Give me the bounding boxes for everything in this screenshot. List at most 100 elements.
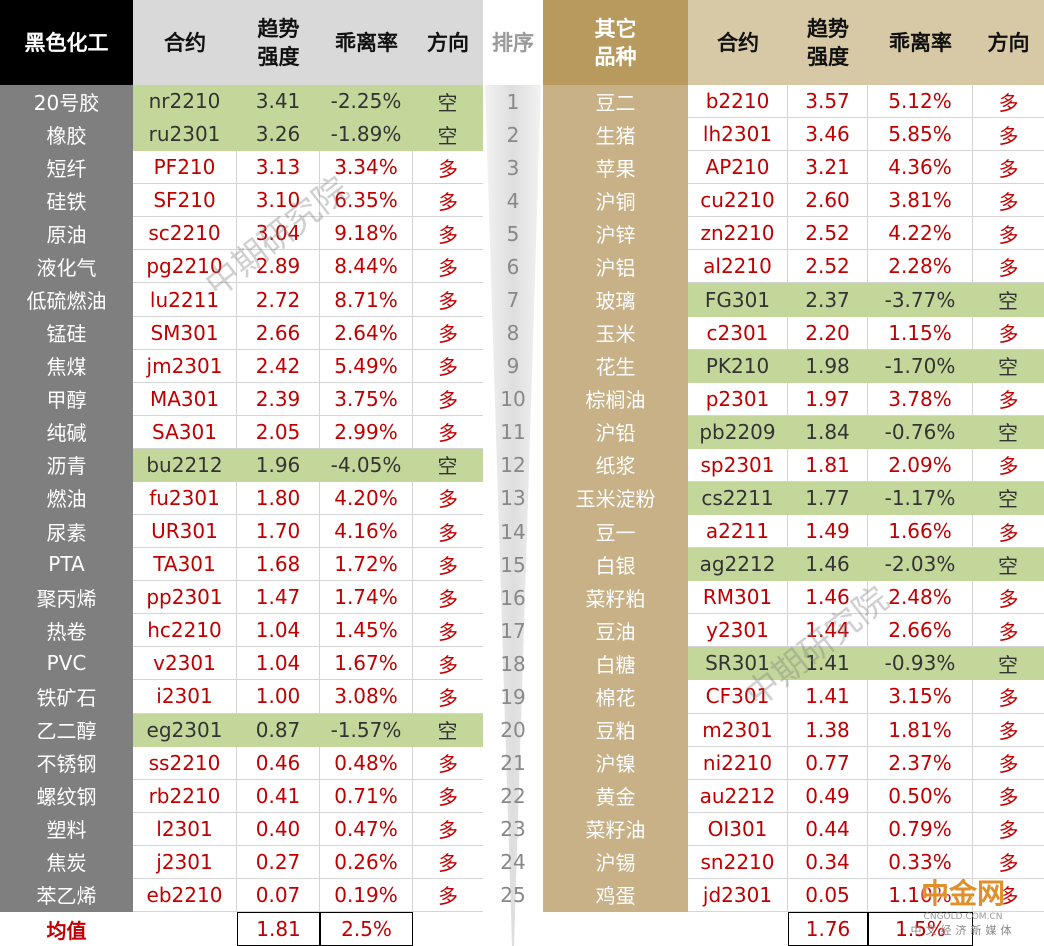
rank: 4	[506, 188, 520, 213]
trend-strength: 3.41	[237, 85, 320, 119]
contract: CF301	[688, 680, 788, 714]
variety: 液化气	[0, 250, 133, 284]
contract: ni2210	[688, 746, 788, 780]
contract: eg2301	[133, 713, 237, 747]
deviation: 2.37%	[868, 746, 973, 780]
trend-strength: 2.60	[788, 184, 868, 218]
deviation: 3.81%	[868, 184, 973, 218]
variety: 沥青	[0, 448, 133, 482]
deviation: 3.78%	[868, 382, 973, 416]
trend-strength: 3.46	[788, 118, 868, 152]
contract: eb2210	[133, 878, 237, 912]
direction: 多	[413, 250, 483, 284]
deviation: 2.28%	[868, 250, 973, 284]
rank: 3	[506, 155, 520, 180]
rank: 1	[506, 89, 520, 114]
variety: 花生	[543, 349, 688, 383]
variety: 短纤	[0, 151, 133, 185]
rank: 9	[506, 354, 520, 379]
contract: pb2209	[688, 415, 788, 449]
deviation: 2.66%	[868, 614, 973, 648]
contract: b2210	[688, 85, 788, 119]
trend-strength: 1.49	[788, 515, 868, 549]
deviation: 6.35%	[320, 184, 413, 218]
trend-strength: 3.26	[237, 118, 320, 152]
deviation: -0.93%	[868, 647, 973, 681]
trend-strength: 1.98	[788, 349, 868, 383]
deviation: 5.12%	[868, 85, 973, 119]
deviation: 9.18%	[320, 217, 413, 251]
rank: 6	[506, 254, 520, 279]
trend-strength: 3.13	[237, 151, 320, 185]
deviation: 3.08%	[320, 680, 413, 714]
trend-strength: 1.44	[788, 614, 868, 648]
variety: PVC	[0, 647, 133, 681]
deviation: 0.79%	[868, 812, 973, 846]
deviation: 0.26%	[320, 845, 413, 879]
contract: y2301	[688, 614, 788, 648]
contract: sc2210	[133, 217, 237, 251]
variety: 沪铝	[543, 250, 688, 284]
trend-strength: 0.40	[237, 812, 320, 846]
direction: 多	[973, 846, 1044, 879]
direction: 多	[413, 184, 483, 218]
rank: 21	[500, 751, 526, 776]
variety: 白银	[543, 548, 688, 582]
trend-strength: 2.52	[788, 217, 868, 251]
direction: 空	[413, 448, 483, 482]
trend-strength: 0.27	[237, 845, 320, 879]
contract: j2301	[133, 845, 237, 879]
direction: 多	[973, 151, 1044, 185]
logo-url: CNGOLD.COM.CN	[923, 912, 1003, 922]
deviation: -2.03%	[868, 548, 973, 582]
variety: 纸浆	[543, 448, 688, 482]
direction: 多	[973, 250, 1044, 284]
variety: 沪锡	[543, 845, 688, 879]
variety: 纯碱	[0, 415, 133, 449]
deviation: 0.50%	[868, 779, 973, 813]
contract: MA301	[133, 382, 237, 416]
rank: 5	[506, 221, 520, 246]
deviation: -1.89%	[320, 118, 413, 152]
deviation: -2.25%	[320, 85, 413, 119]
contract: au2212	[688, 779, 788, 813]
variety: 硅铁	[0, 184, 133, 218]
contract: a2211	[688, 515, 788, 549]
direction: 多	[973, 614, 1044, 648]
direction: 多	[413, 747, 483, 780]
deviation: 1.74%	[320, 581, 413, 615]
contract: hc2210	[133, 614, 237, 648]
direction: 多	[413, 317, 483, 350]
header-cell: 黑色化工	[0, 0, 133, 85]
direction: 多	[973, 317, 1044, 350]
variety: PTA	[0, 548, 133, 582]
trend-strength: 1.41	[788, 680, 868, 714]
variety: 燃油	[0, 481, 133, 516]
contract: m2301	[688, 713, 788, 747]
deviation: 8.44%	[320, 250, 413, 284]
trend-strength: 1.77	[788, 481, 868, 516]
trend-strength: 0.49	[788, 779, 868, 813]
mean-label: 均值	[46, 918, 87, 943]
direction: 空	[973, 283, 1044, 317]
contract: p2301	[688, 382, 788, 416]
deviation: 0.19%	[320, 878, 413, 912]
deviation: 3.34%	[320, 151, 413, 185]
header-cell: 乖离率	[868, 0, 973, 85]
variety: 20号胶	[0, 85, 133, 119]
variety: 螺纹钢	[0, 779, 133, 813]
deviation: 4.20%	[320, 481, 413, 516]
variety: 菜籽粕	[543, 581, 688, 615]
contract: sp2301	[688, 448, 788, 482]
trend-strength: 0.41	[237, 779, 320, 813]
direction: 多	[413, 350, 483, 383]
direction: 空	[413, 85, 483, 119]
trend-strength: 1.46	[788, 581, 868, 615]
deviation: -3.77%	[868, 283, 973, 317]
trend-strength: 2.39	[237, 382, 320, 416]
contract: AP210	[688, 151, 788, 185]
trend-strength: 0.77	[788, 746, 868, 780]
rank: 20	[500, 718, 526, 743]
direction: 多	[973, 780, 1044, 813]
